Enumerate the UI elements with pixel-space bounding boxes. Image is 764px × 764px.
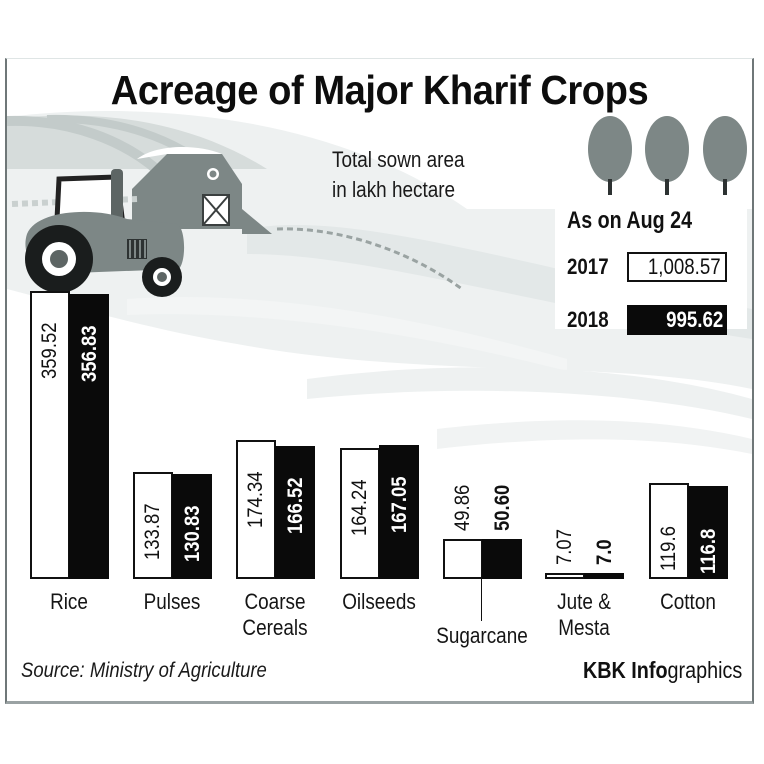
total-year-2018: 2018 — [567, 307, 609, 332]
value-label-2018: 167.05 — [388, 476, 411, 533]
totals-as-of-label: As on Aug 24 — [567, 207, 693, 234]
bar-2017 — [30, 291, 70, 579]
sugarcane-leader-line — [481, 569, 482, 621]
chart-subtitle: Total sown area in lakh hectare — [332, 145, 465, 205]
bar-2018 — [482, 539, 522, 579]
category-label: Coarse Cereals — [224, 589, 325, 641]
value-label-2018: 356.83 — [78, 325, 101, 382]
category-label: Cotton — [637, 589, 738, 615]
category-label: Sugarcane — [431, 623, 532, 649]
value-label-2018: 166.52 — [284, 477, 307, 534]
category-label-line: Rice — [50, 589, 88, 614]
bar-2017 — [443, 539, 483, 579]
credit-brand: KBK Infographics — [582, 657, 742, 683]
category-label: Rice — [18, 589, 119, 615]
bar-2018 — [275, 446, 315, 579]
value-label-2017: 359.52 — [38, 322, 61, 379]
value-label-2018: 116.8 — [697, 528, 720, 574]
value-label-2018: 7.0 — [593, 539, 616, 565]
bar-2018 — [172, 474, 212, 579]
category-label-line: Jute & — [557, 589, 611, 614]
tree-icons — [588, 116, 747, 195]
category-label: Oilseeds — [328, 589, 429, 615]
bar-2018 — [69, 294, 109, 579]
chart-title: Acreage of Major Kharif Crops — [110, 67, 649, 113]
category-label-line: Cereals — [242, 615, 308, 640]
category-label-line: Oilseeds — [342, 589, 416, 614]
category-label-line: Mesta — [558, 615, 610, 640]
total-value-2018: 995.62 — [627, 305, 727, 335]
infographic-frame: Acreage of Major Kharif Crops Total sown… — [5, 58, 754, 704]
value-label-2017: 174.34 — [244, 471, 267, 528]
category-label: Pulses — [121, 589, 222, 615]
category-label: Jute & Mesta — [533, 589, 634, 641]
bar-2017 — [649, 483, 689, 579]
value-label-2017: 7.07 — [553, 529, 576, 565]
total-year-2017: 2017 — [567, 254, 609, 279]
value-label-2017: 49.86 — [451, 484, 474, 531]
bar-2017 — [236, 440, 276, 579]
category-label-line: Coarse — [244, 589, 306, 614]
bar-2017 — [545, 573, 585, 579]
bar-2018 — [379, 445, 419, 579]
value-label-2017: 133.87 — [141, 503, 164, 560]
subtitle-line-1: Total sown area — [332, 147, 465, 172]
source-note: Source: Ministry of Agriculture — [21, 659, 267, 682]
bar-2018 — [688, 486, 728, 579]
total-row-2017: 2017 1,008.57 — [567, 251, 727, 283]
total-value-2017: 1,008.57 — [627, 252, 727, 282]
bar-2018 — [584, 573, 624, 579]
value-label-2017: 164.24 — [348, 479, 371, 536]
category-label-line: Sugarcane — [436, 623, 528, 648]
category-label-line: Cotton — [660, 589, 716, 614]
value-label-2017: 119.6 — [657, 526, 680, 571]
value-label-2018: 50.60 — [491, 484, 514, 531]
total-row-2018: 2018 995.62 — [567, 304, 727, 336]
farm-illustration — [7, 110, 752, 454]
value-label-2018: 130.83 — [181, 505, 204, 562]
category-label-line: Pulses — [143, 589, 201, 614]
subtitle-line-2: in lakh hectare — [332, 177, 456, 202]
